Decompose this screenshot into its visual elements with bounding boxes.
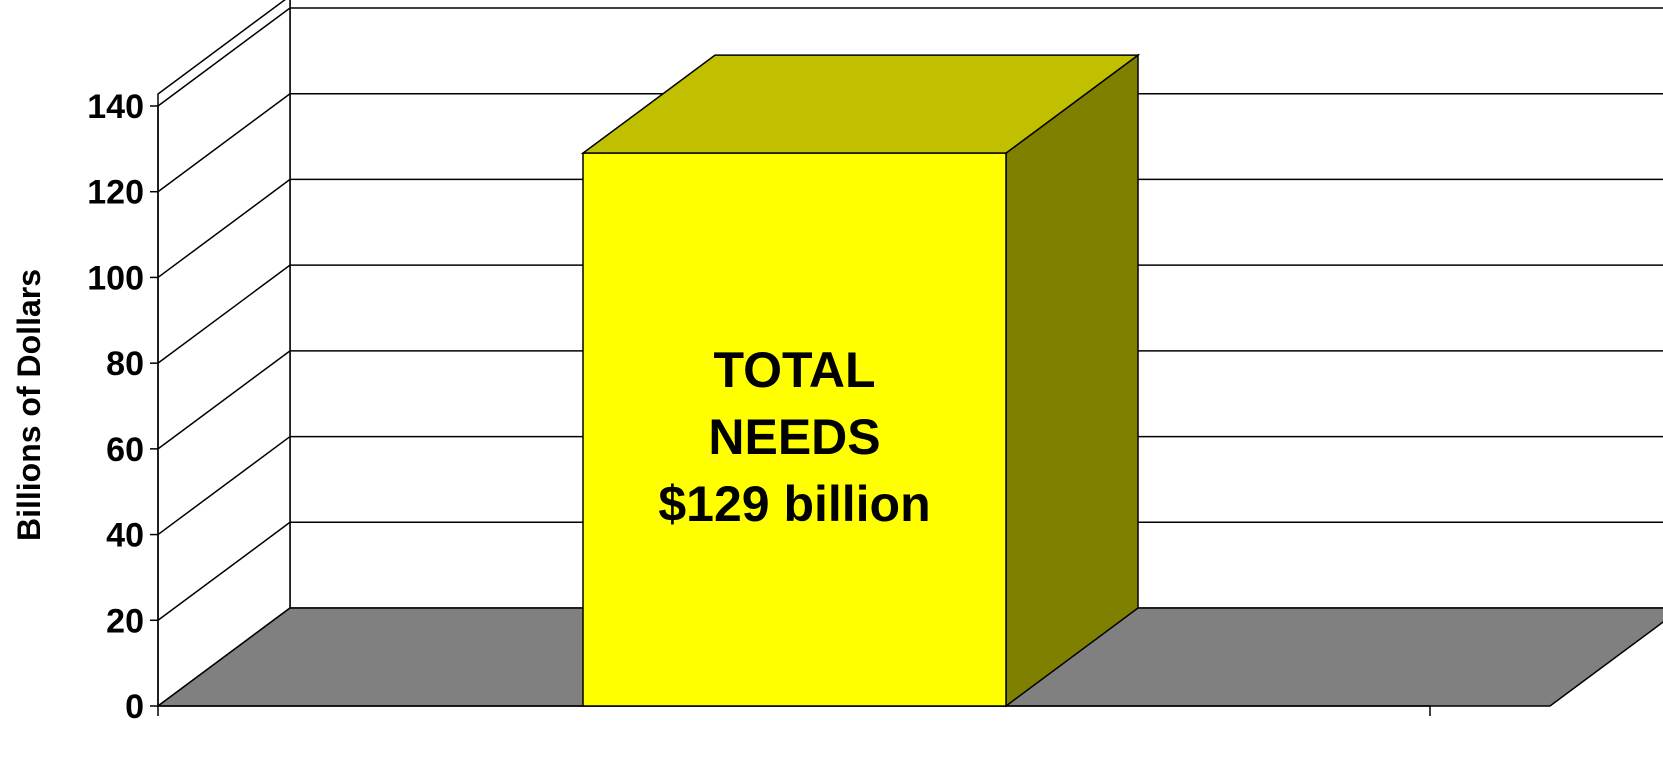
gridline bbox=[157, 92, 1663, 193]
gridline bbox=[157, 264, 1663, 364]
gridline bbox=[157, 7, 1663, 107]
bar-label-line: $129 billion bbox=[658, 476, 930, 532]
y-tick-label: 140 bbox=[87, 88, 144, 126]
bar-side bbox=[1005, 53, 1139, 708]
y-tick-label: 60 bbox=[106, 431, 144, 469]
y-tick-label: 80 bbox=[106, 345, 144, 383]
gridline bbox=[157, 350, 1663, 450]
y-tick-labels: 0 20 40 60 80 100 120 140 bbox=[87, 88, 144, 726]
gridline bbox=[157, 435, 1663, 536]
gridline bbox=[157, 178, 1663, 279]
y-tick-label: 0 bbox=[125, 688, 144, 726]
y-tick-label: 120 bbox=[87, 174, 144, 212]
bars bbox=[580, 53, 1141, 708]
side-wall bbox=[157, 0, 291, 708]
bar-data-label: TOTAL NEEDS $129 billion bbox=[658, 342, 930, 532]
y-axis-title: Billions of Dollars bbox=[11, 269, 47, 541]
bar-label-line: TOTAL bbox=[713, 342, 875, 398]
bar-front bbox=[582, 152, 1007, 707]
gridlines bbox=[157, 7, 1663, 621]
bar-label-line: NEEDS bbox=[708, 409, 880, 465]
y-tick-label: 40 bbox=[106, 517, 144, 555]
y-tick-label: 20 bbox=[106, 602, 144, 640]
gridline bbox=[157, 521, 1663, 621]
y-tick-label: 100 bbox=[87, 259, 144, 297]
